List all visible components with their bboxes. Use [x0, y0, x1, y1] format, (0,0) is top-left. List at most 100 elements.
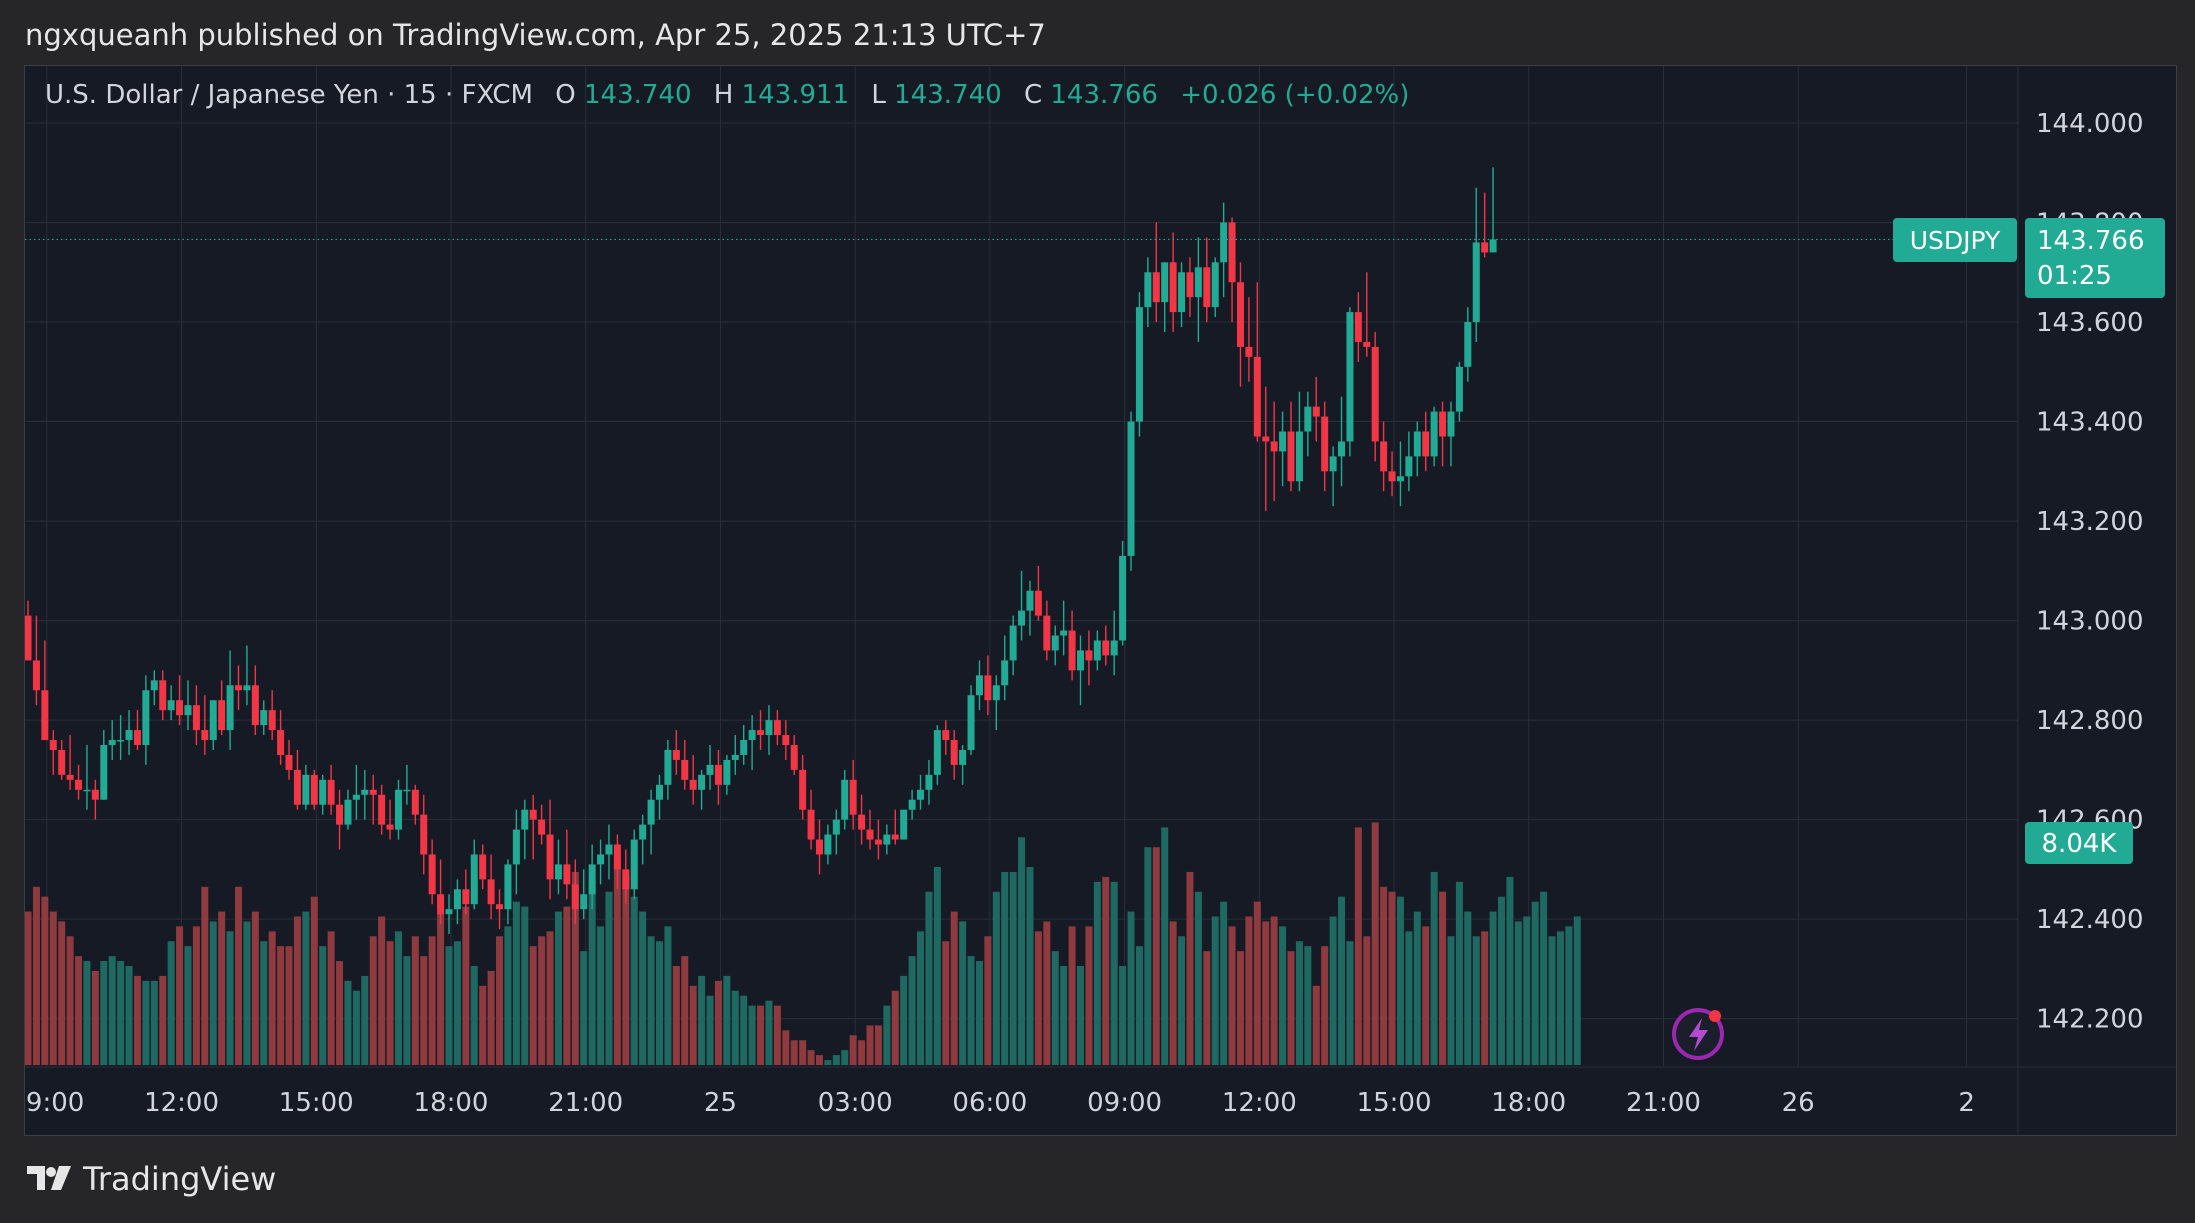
candle	[799, 754, 807, 820]
candle-body	[378, 794, 386, 825]
candle	[1203, 237, 1211, 323]
candle-body	[841, 779, 849, 820]
candle	[496, 889, 504, 930]
x-axis-tick-label: 09:00	[1087, 1088, 1162, 1118]
volume-bar	[75, 956, 83, 1065]
volume-bar	[41, 896, 49, 1065]
volume-bar	[1152, 847, 1160, 1065]
candle	[900, 809, 908, 840]
candle-body	[942, 730, 950, 741]
volume-bar	[1127, 911, 1135, 1065]
volume-bar	[757, 1005, 765, 1065]
volume-bar	[150, 980, 158, 1065]
x-axis-tick-label: 03:00	[818, 1088, 893, 1118]
tradingview-logo-icon	[27, 1166, 71, 1190]
candle-body	[1152, 272, 1160, 303]
candle-body	[268, 710, 276, 731]
candle-body	[201, 730, 209, 741]
volume-bar	[293, 916, 301, 1065]
volume-bar	[942, 941, 950, 1065]
volume-bar	[1396, 896, 1404, 1065]
candle-body	[630, 839, 638, 890]
candle-body	[1161, 262, 1169, 303]
volume-bar	[1279, 926, 1287, 1065]
candle-body	[327, 779, 335, 805]
x-axis-tick-label: 21:00	[548, 1088, 623, 1118]
candle	[757, 710, 765, 750]
volume-bar	[1253, 901, 1261, 1065]
volume-bar	[1186, 871, 1194, 1065]
candle-body	[411, 789, 419, 815]
volume-bar	[1119, 966, 1127, 1065]
candle-body	[133, 730, 141, 745]
candle-body	[975, 675, 983, 696]
candle	[226, 650, 234, 750]
chart-frame[interactable]: 144.000143.800143.600143.400143.200143.0…	[24, 65, 2177, 1136]
candle-body	[597, 854, 605, 865]
candle	[1262, 386, 1270, 512]
candle-body	[1093, 640, 1101, 661]
volume-bar	[815, 1055, 823, 1065]
price-tag: USDJPY 143.766 01:25	[1893, 218, 2165, 298]
volume-bar	[453, 941, 461, 1065]
volume-bar	[25, 911, 32, 1065]
volume-bar	[925, 891, 933, 1065]
x-axis-tick-label: 18:00	[1491, 1088, 1566, 1118]
candle-body	[605, 844, 613, 855]
x-axis-tick-label: 12:00	[144, 1088, 219, 1118]
candle	[176, 675, 184, 726]
volume-bar	[731, 990, 739, 1065]
bar-countdown-label: 01:25	[2037, 261, 2112, 291]
volume-bar	[1506, 876, 1514, 1065]
volume-bar	[706, 995, 714, 1065]
candle-body	[1455, 366, 1463, 412]
legend-close-value: 143.766	[1050, 80, 1158, 110]
candle	[874, 819, 882, 860]
candle-body	[1430, 411, 1438, 457]
ticker-tag-bg	[1893, 218, 2017, 262]
volume-bar	[538, 936, 546, 1065]
candle-body	[917, 789, 925, 800]
candlestick-chart[interactable]: 144.000143.800143.600143.400143.200143.0…	[25, 66, 2176, 1135]
x-axis-tick-label: 15:00	[279, 1088, 354, 1118]
candle	[782, 720, 790, 760]
volume-bar	[597, 926, 605, 1065]
volume-bar	[83, 961, 91, 1065]
candle	[83, 745, 91, 810]
candle-body	[698, 774, 706, 790]
candle	[1329, 446, 1337, 507]
candle-body	[1034, 590, 1042, 616]
candle	[133, 710, 141, 750]
candle-body	[336, 804, 344, 825]
candle	[1447, 401, 1455, 467]
volume-bar	[302, 911, 310, 1065]
candle	[66, 735, 74, 790]
volume-bar	[1077, 966, 1084, 1065]
candle	[832, 809, 840, 855]
volume-bar	[336, 961, 344, 1065]
volume-bar	[984, 936, 992, 1065]
volume-bar	[672, 966, 680, 1065]
candle	[1295, 391, 1303, 492]
candle	[361, 769, 369, 820]
x-axis-tick-label: 26	[1782, 1088, 1815, 1118]
candle	[571, 859, 579, 925]
volume-bar	[866, 1025, 874, 1065]
candle-body	[1295, 431, 1303, 482]
candle-body	[75, 779, 83, 790]
volume-bar	[1009, 871, 1017, 1065]
candle-body	[900, 809, 908, 840]
candle-body	[1135, 307, 1143, 422]
candle	[218, 680, 226, 736]
volume-bar	[1464, 911, 1472, 1065]
candle	[411, 784, 419, 825]
volume-bar	[1338, 896, 1346, 1065]
candle	[1051, 625, 1059, 666]
candle	[201, 695, 209, 755]
lightning-alert-icon[interactable]	[1672, 1008, 1724, 1060]
candle-body	[1018, 610, 1026, 626]
candle-body	[512, 829, 520, 865]
candle	[369, 774, 377, 825]
volume-bar	[192, 926, 200, 1065]
candle	[1161, 262, 1169, 332]
